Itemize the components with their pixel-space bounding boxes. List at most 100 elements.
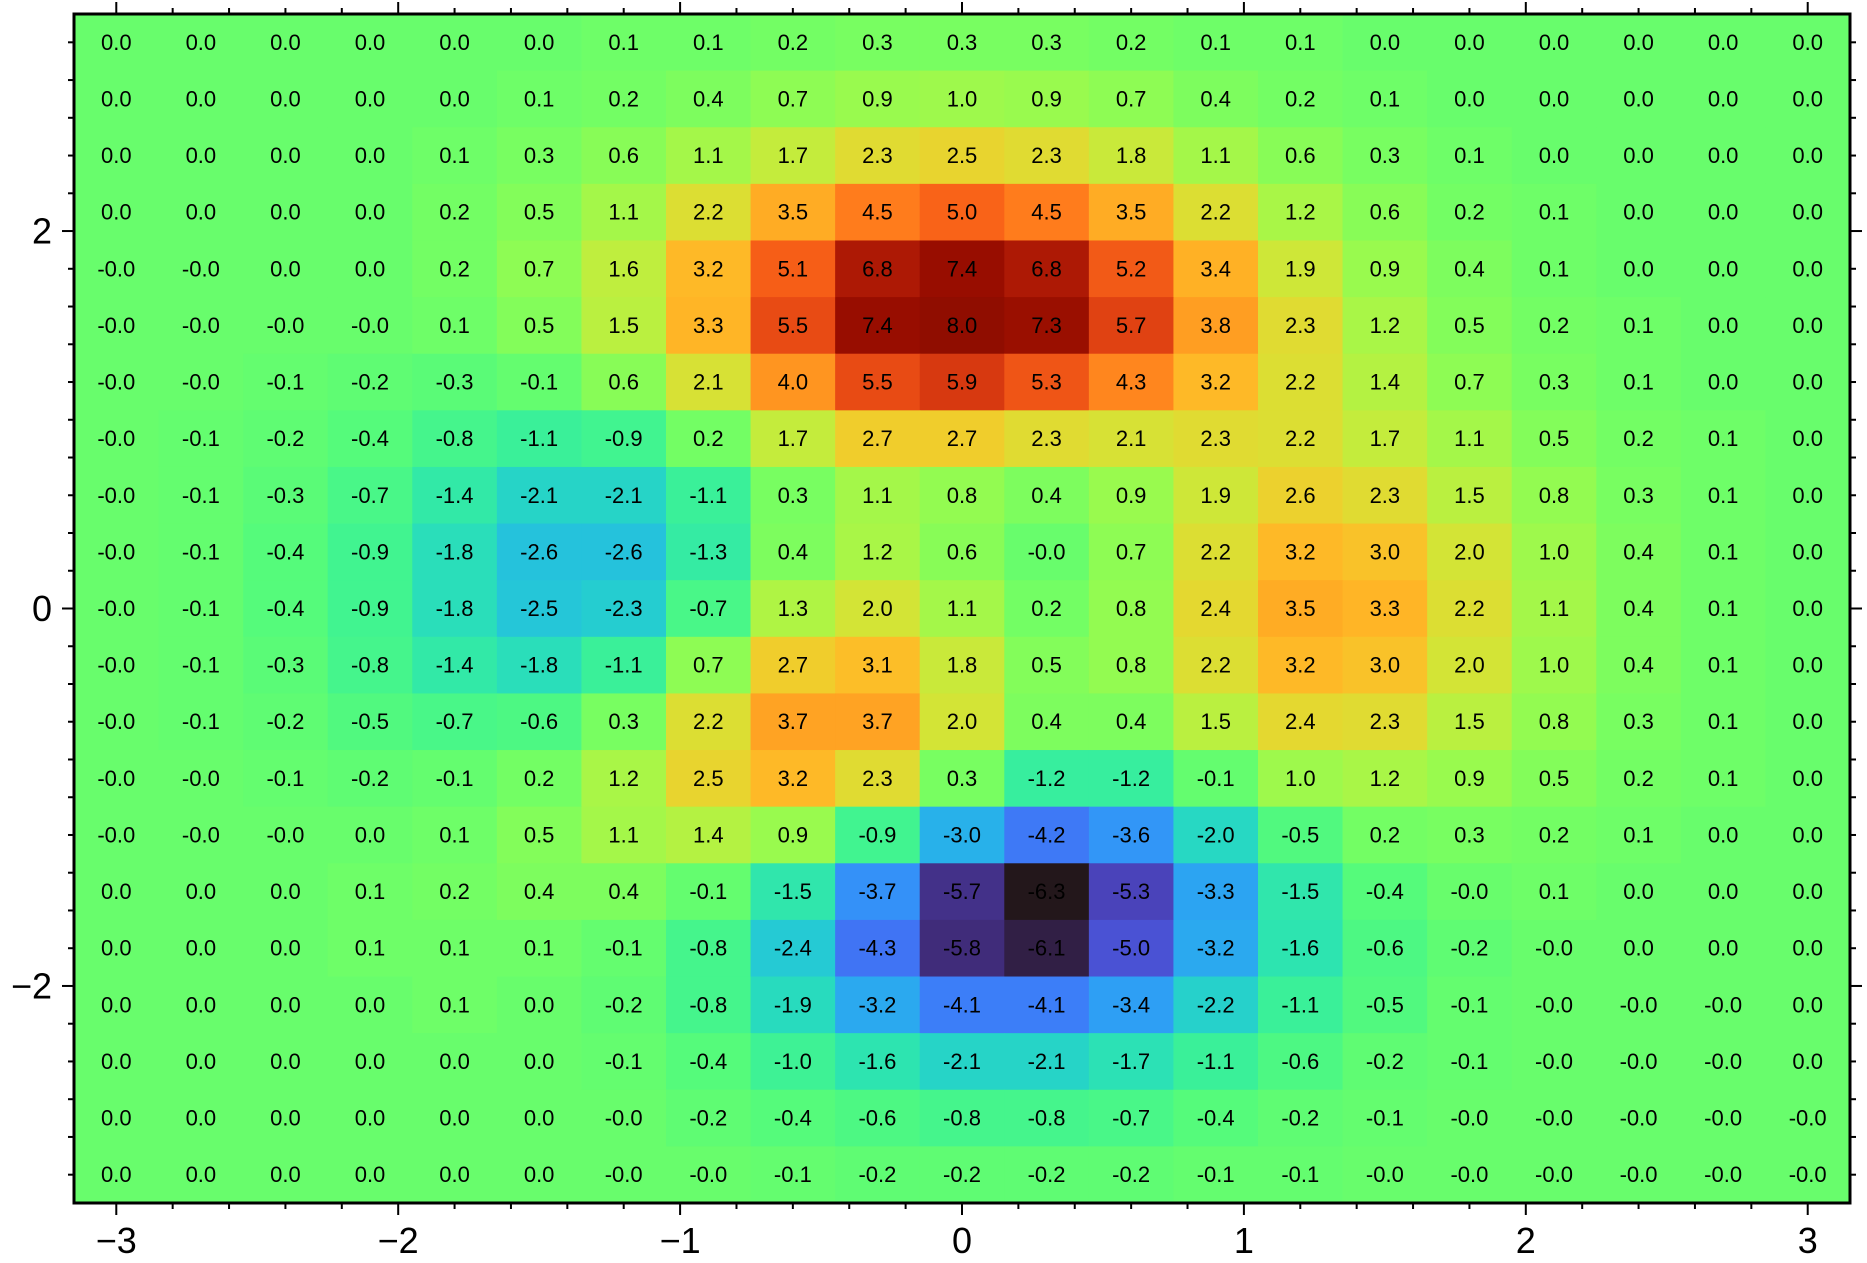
cell-value-label: -5.3 [1112, 879, 1150, 904]
heatmap-cell [1342, 806, 1428, 864]
cell-value-label: 0.0 [101, 936, 132, 961]
heatmap-cell [74, 353, 160, 411]
cell-value-label: -0.4 [351, 426, 389, 451]
cell-value-label: 2.5 [693, 766, 724, 791]
heatmap-cell [919, 1146, 1005, 1204]
heatmap-cell [412, 919, 498, 978]
cell-value-label: -0.0 [1789, 1106, 1827, 1131]
heatmap-cell [581, 523, 667, 581]
cell-value-label: -0.0 [182, 822, 220, 847]
cell-value-label: 0.0 [1623, 936, 1654, 961]
cell-value-label: -0.1 [1450, 992, 1488, 1017]
cell-value-label: 0.0 [1623, 256, 1654, 281]
heatmap-cell [74, 636, 160, 695]
heatmap-cell [835, 1146, 921, 1204]
cell-value-label: 4.3 [1116, 370, 1147, 395]
cell-value-label: 0.1 [1708, 483, 1739, 508]
cell-value-label: 0.0 [270, 200, 301, 225]
heatmap-cell [243, 466, 329, 525]
cell-value-label: 2.2 [1285, 426, 1316, 451]
cell-value-label: -1.0 [774, 1049, 812, 1074]
heatmap-cell [1427, 750, 1513, 808]
cell-value-label: 2.2 [693, 200, 724, 225]
heatmap-cell [1765, 523, 1851, 581]
cell-value-label: 0.0 [1792, 30, 1823, 55]
cell-value-label: 2.3 [1200, 426, 1231, 451]
cell-value-label: 1.7 [778, 143, 809, 168]
heatmap-cell [1596, 976, 1682, 1034]
cell-value-label: -0.0 [266, 822, 304, 847]
cell-value-label: 0.9 [1370, 256, 1401, 281]
cell-value-label: 0.4 [608, 879, 639, 904]
heatmap-cell [412, 976, 498, 1034]
cell-value-label: -0.0 [605, 1162, 643, 1187]
heatmap-cell [1427, 1033, 1513, 1091]
heatmap-cell [1088, 353, 1175, 411]
cell-value-label: 1.1 [608, 200, 639, 225]
heatmap-cell [74, 523, 160, 581]
cell-value-label: -1.8 [436, 539, 474, 564]
heatmap-cell [158, 806, 244, 864]
heatmap-cell [74, 919, 160, 978]
heatmap-cell [1258, 580, 1344, 638]
heatmap-cell [158, 240, 244, 298]
cell-value-label: -3.6 [1112, 822, 1150, 847]
heatmap-cell [750, 919, 836, 978]
heatmap-cell [1004, 127, 1090, 185]
cell-value-label: 0.0 [270, 1106, 301, 1131]
cell-value-label: -0.0 [1450, 879, 1488, 904]
heatmap-cell [1596, 183, 1682, 242]
heatmap-cell [74, 466, 160, 525]
cell-value-label: -0.9 [351, 596, 389, 621]
heatmap-cell [74, 1146, 160, 1204]
heatmap-cell [1258, 976, 1344, 1034]
heatmap-cell [666, 636, 752, 695]
heatmap-cell [1088, 410, 1175, 468]
cell-value-label: -0.1 [689, 879, 727, 904]
cell-value-label: -0.8 [689, 992, 727, 1017]
heatmap-cell [1004, 14, 1090, 72]
heatmap-cell [666, 1146, 752, 1204]
cell-value-label: 0.4 [1116, 709, 1147, 734]
heatmap-cell [1511, 863, 1597, 921]
cell-value-label: 0.0 [355, 992, 386, 1017]
heatmap-cell [1511, 750, 1597, 808]
cell-value-label: 0.0 [1792, 426, 1823, 451]
cell-value-label: 0.0 [1792, 256, 1823, 281]
heatmap-cell [835, 297, 921, 355]
heatmap-cell [158, 1089, 244, 1147]
heatmap-cell [1342, 353, 1428, 411]
cell-value-label: 5.0 [947, 200, 978, 225]
cell-value-label: 0.0 [1623, 200, 1654, 225]
heatmap-cell [1596, 806, 1682, 864]
cell-value-label: 0.5 [1539, 426, 1570, 451]
heatmap-cell [158, 183, 244, 242]
heatmap-cell [496, 580, 583, 638]
cell-value-label: -0.9 [858, 822, 896, 847]
cell-value-label: 0.0 [1623, 879, 1654, 904]
heatmap-cell [1596, 240, 1682, 298]
cell-value-label: -0.1 [182, 653, 220, 678]
heatmap-cell [1088, 70, 1175, 128]
cell-value-label: 0.9 [1454, 766, 1485, 791]
heatmap-cell [1511, 636, 1597, 695]
cell-value-label: 0.0 [524, 1049, 555, 1074]
heatmap-cell [666, 580, 752, 638]
heatmap-cell [835, 183, 921, 242]
cell-value-label: 0.8 [947, 483, 978, 508]
cell-value-label: 0.0 [355, 143, 386, 168]
cell-value-label: -0.4 [774, 1106, 812, 1131]
heatmap-cell [835, 70, 921, 128]
cell-value-label: -6.3 [1028, 879, 1066, 904]
cell-value-label: -2.1 [943, 1049, 981, 1074]
heatmap-cell [1088, 580, 1175, 638]
cell-value-label: 0.2 [1623, 766, 1654, 791]
heatmap-cell [1680, 693, 1767, 751]
cell-value-label: -0.7 [351, 483, 389, 508]
heatmap-cell [666, 14, 752, 72]
cell-value-label: 0.7 [1454, 370, 1485, 395]
cell-value-label: 0.1 [355, 936, 386, 961]
cell-value-label: -3.2 [858, 992, 896, 1017]
cell-value-label: 0.2 [608, 86, 639, 111]
heatmap-cell [750, 636, 836, 695]
